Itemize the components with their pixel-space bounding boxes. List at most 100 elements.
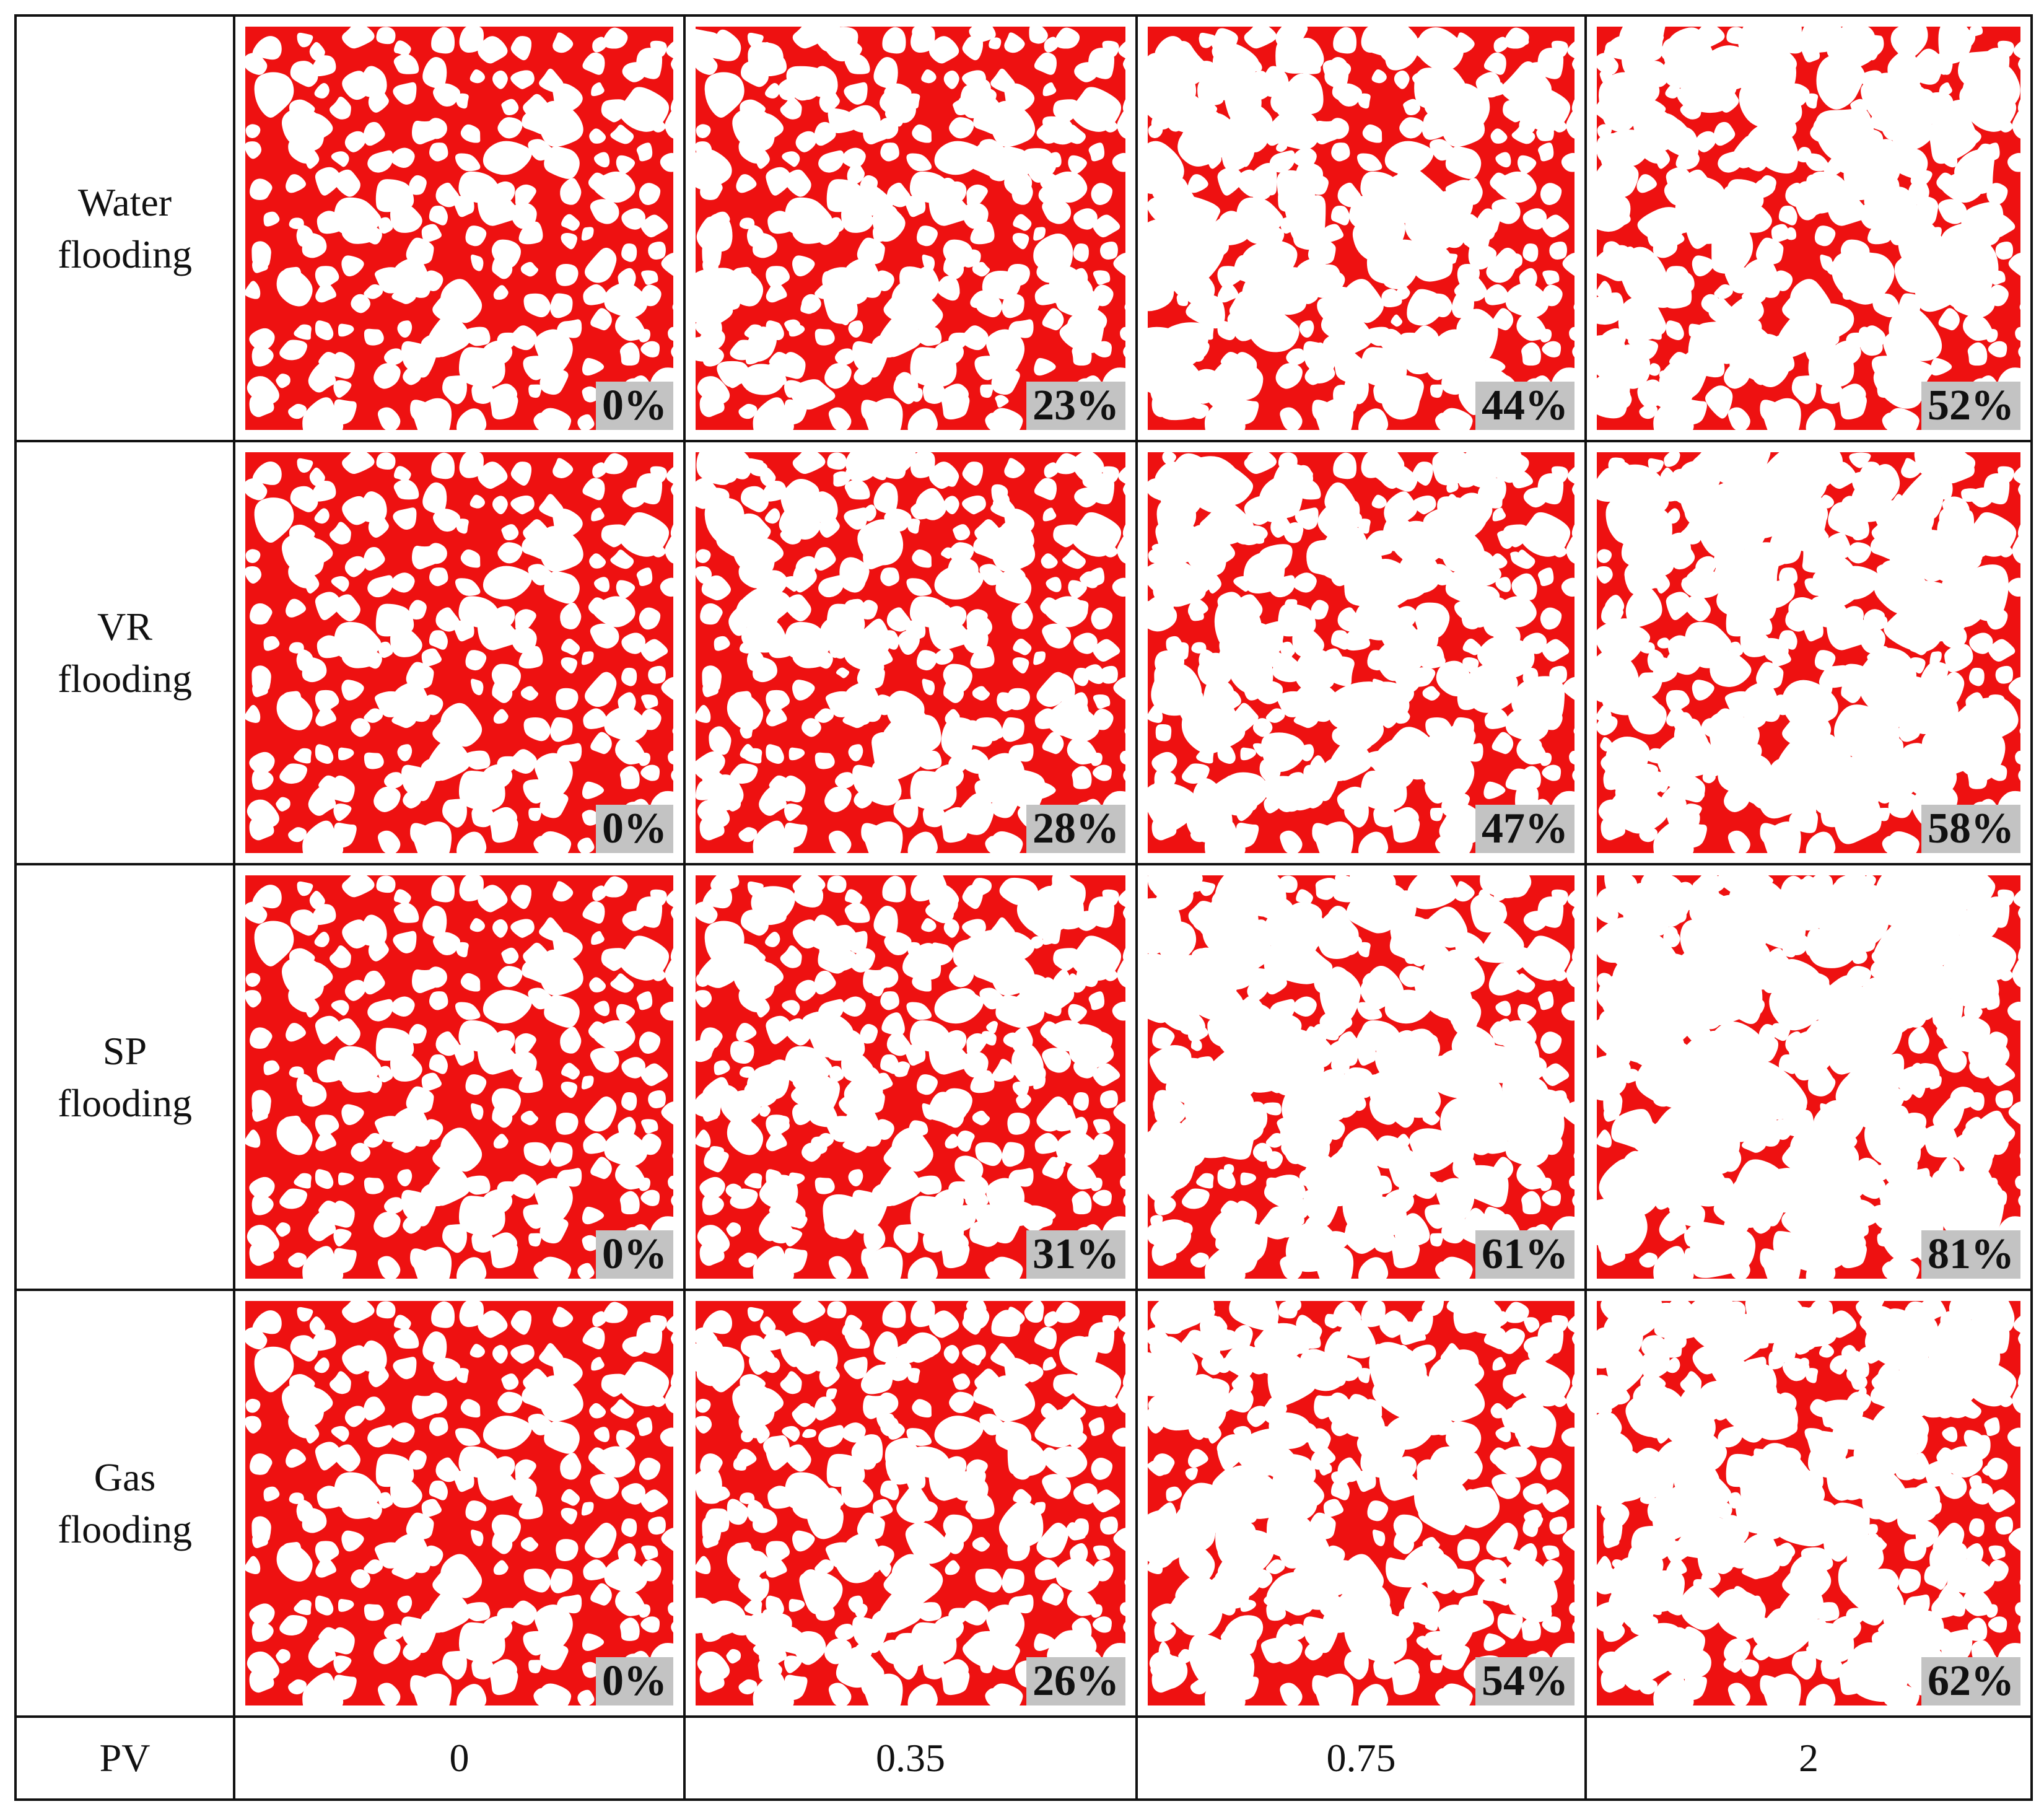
rock-grain	[245, 124, 261, 138]
rock-grain	[1521, 342, 1541, 366]
rock-grain	[518, 646, 543, 669]
rock-grain	[1654, 574, 1671, 594]
rock-grain	[1648, 881, 1664, 896]
rock-grain	[1412, 1344, 1436, 1364]
rock-grain	[1988, 709, 2009, 730]
rock-grain	[308, 1211, 336, 1241]
swept-zone	[1830, 1355, 1849, 1375]
rock-grain	[1752, 367, 1771, 385]
rock-grain	[1597, 141, 1613, 159]
rock-grain	[341, 1104, 364, 1126]
rock-grain	[390, 1053, 422, 1082]
rock-grain	[1296, 479, 1321, 500]
rock-grain	[1046, 577, 1062, 592]
rock-grain	[1270, 90, 1291, 113]
micromodel-panel: 23%	[696, 27, 1125, 430]
rock-grain	[1930, 1326, 1953, 1350]
rock-grain	[1457, 264, 1480, 286]
rock-grain	[1648, 32, 1664, 48]
rock-grain	[492, 919, 508, 938]
rock-grain	[1228, 1627, 1257, 1655]
rock-grain	[1859, 885, 1880, 909]
rock-grain	[1012, 1081, 1029, 1098]
rock-grain	[702, 346, 724, 367]
rock-grain	[1046, 1427, 1062, 1442]
rock-grain	[302, 820, 344, 853]
rock-grain	[1832, 141, 1881, 175]
rock-grain	[1178, 374, 1193, 388]
rock-grain	[921, 1344, 937, 1358]
rock-grain	[636, 473, 663, 505]
rock-grain	[582, 357, 605, 376]
rock-grain	[702, 1195, 724, 1215]
rock-grain	[1034, 284, 1060, 305]
rock-grain	[1883, 753, 1921, 799]
rock-grain	[326, 1627, 355, 1655]
rock-grain	[286, 1448, 306, 1468]
rock-grain	[730, 1188, 758, 1209]
rock-grain	[907, 1257, 938, 1279]
rock-grain	[650, 118, 666, 133]
rock-grain	[1778, 991, 1798, 1010]
rock-grain	[2007, 1427, 2020, 1447]
rock-grain	[960, 1600, 989, 1626]
rock-grain	[893, 799, 919, 828]
rock-grain	[556, 1113, 579, 1135]
rock-grain	[1091, 607, 1113, 630]
rock-grain	[1695, 979, 1716, 1001]
rock-grain	[943, 678, 964, 703]
rock-grain	[250, 1027, 273, 1049]
rock-grain	[844, 82, 868, 105]
rock-grain	[1724, 1211, 1751, 1238]
rock-grain	[1296, 903, 1321, 923]
micromodel-panel: 54%	[1148, 1301, 1574, 1705]
rock-grain	[1217, 266, 1241, 289]
rock-grain	[640, 1489, 668, 1513]
rock-grain	[1986, 1178, 1998, 1191]
rock-grains	[245, 27, 673, 430]
rock-grain	[1244, 452, 1277, 475]
rock-grain	[1938, 623, 1967, 649]
rock-grains	[1148, 875, 1574, 1279]
rock-grain	[1002, 717, 1024, 742]
rock-grain	[1367, 1074, 1389, 1095]
rock-grain	[1265, 1559, 1285, 1574]
rock-grain	[1692, 452, 1725, 475]
rock-grain	[1358, 1368, 1371, 1383]
rock-grain	[1597, 704, 1612, 723]
rock-grain	[766, 1114, 790, 1137]
rock-grain	[1522, 1057, 1547, 1079]
rock-grain	[1571, 99, 1574, 114]
rock-grain	[1869, 686, 1887, 701]
rock-grain	[455, 578, 481, 596]
rock-grain	[1438, 408, 1473, 430]
rock-grain	[648, 241, 666, 260]
rock-grain	[829, 1066, 844, 1083]
rock-grain	[616, 1004, 635, 1023]
rock-grain	[810, 225, 833, 245]
rock-grain	[911, 452, 935, 478]
rock-grain	[639, 1031, 661, 1054]
rock-grain	[1773, 118, 1797, 139]
rock-grain	[1326, 966, 1349, 988]
rock-grain	[1742, 1357, 1767, 1380]
rock-grain	[413, 1673, 452, 1705]
rock-grain	[815, 752, 835, 769]
rock-grain	[1033, 651, 1046, 665]
rock-grain	[753, 657, 777, 683]
rock-grain	[810, 1340, 838, 1372]
rock-grain	[854, 1216, 873, 1234]
rock-grain	[1832, 1189, 1861, 1214]
rock-grain	[1118, 1316, 1125, 1333]
rock-grain	[1395, 1560, 1410, 1575]
rock-grain	[252, 1107, 268, 1122]
rock-grain	[1362, 124, 1382, 143]
swept-zone	[1459, 452, 1502, 488]
recovery-badge: 31%	[1026, 1230, 1125, 1279]
rock-grain	[1067, 315, 1098, 341]
rock-grain	[589, 1403, 606, 1419]
rock-grain	[906, 153, 932, 172]
rock-grain	[814, 970, 836, 995]
rock-grain	[1217, 1541, 1241, 1564]
rock-grain	[459, 452, 484, 478]
